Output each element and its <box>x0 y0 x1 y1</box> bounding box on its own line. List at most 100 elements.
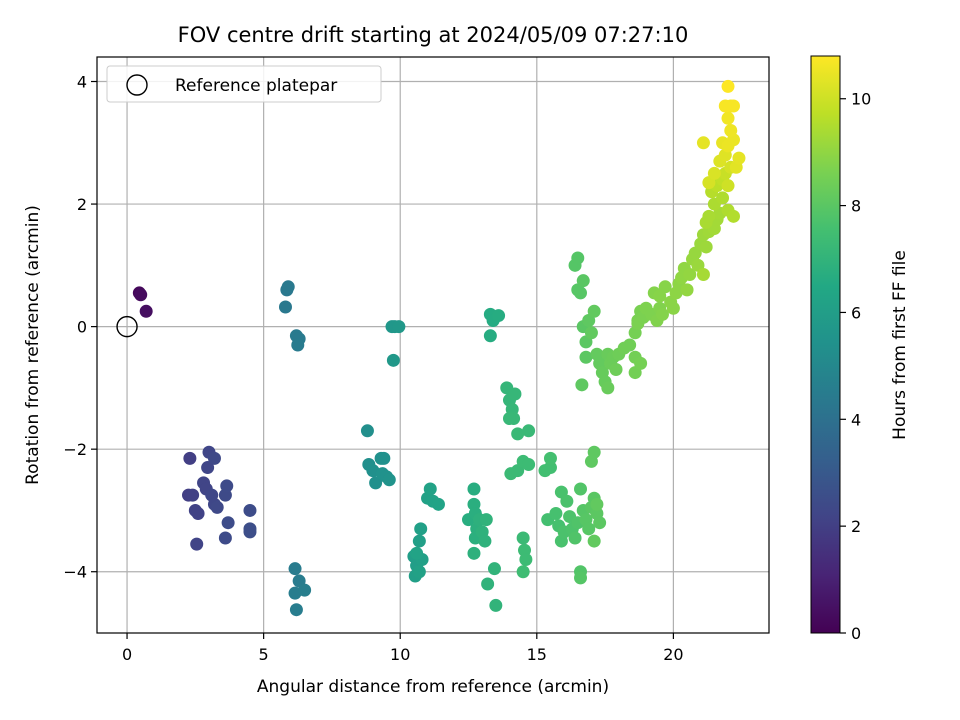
data-point <box>587 445 601 459</box>
data-point <box>288 562 302 576</box>
data-point <box>467 546 481 560</box>
data-point <box>489 598 503 612</box>
data-point <box>134 288 148 302</box>
data-point <box>655 307 669 321</box>
data-point <box>658 280 672 294</box>
data-point <box>221 516 235 530</box>
data-point <box>382 473 396 487</box>
data-point <box>360 424 374 438</box>
data-point <box>183 451 197 465</box>
colorbar-tick-label: 6 <box>851 303 861 322</box>
colorbar-label: Hours from first FF file <box>890 250 910 440</box>
x-tick-label: 20 <box>663 645 683 664</box>
data-point <box>243 503 257 517</box>
reference-point <box>116 315 138 338</box>
data-point <box>718 99 732 113</box>
data-point <box>590 497 604 511</box>
data-point <box>412 534 426 548</box>
x-tick-label: 10 <box>390 645 410 664</box>
data-point <box>584 326 598 340</box>
data-point <box>392 320 406 334</box>
data-point <box>601 381 615 395</box>
data-point <box>732 151 746 165</box>
data-point <box>587 304 601 318</box>
x-tick-label: 5 <box>259 645 269 664</box>
data-point <box>522 457 536 471</box>
data-point <box>696 268 710 282</box>
data-point <box>243 525 257 539</box>
data-point <box>543 451 557 465</box>
data-point <box>666 301 680 315</box>
data-point <box>369 476 383 490</box>
data-point <box>726 209 740 223</box>
data-point <box>543 461 557 475</box>
y-tick-label: 2 <box>77 195 87 214</box>
data-point <box>492 309 506 323</box>
data-point <box>587 534 601 548</box>
data-point <box>412 565 426 579</box>
data-point <box>190 537 204 551</box>
data-point <box>186 488 200 502</box>
y-tick-label: −2 <box>63 440 87 459</box>
data-point <box>191 507 205 521</box>
data-point <box>281 280 295 294</box>
legend-label-reference: Reference platepar <box>175 76 337 96</box>
data-point <box>568 531 582 545</box>
data-point <box>707 166 721 180</box>
data-point <box>278 300 292 314</box>
data-point <box>549 507 563 521</box>
data-point <box>377 451 391 465</box>
data-point <box>289 603 303 617</box>
y-tick-label: 0 <box>77 318 87 337</box>
data-point <box>582 522 596 536</box>
data-point <box>680 283 694 297</box>
colorbar-ticks: 0 2 4 6 8 10 <box>840 90 871 643</box>
data-point <box>467 482 481 496</box>
data-point <box>481 577 495 591</box>
y-axis-label: Rotation from reference (arcmin) <box>23 205 43 485</box>
data-point <box>414 522 428 536</box>
legend-box <box>106 65 382 103</box>
colorbar-tick-label: 0 <box>851 624 861 643</box>
data-point <box>386 353 400 367</box>
data-point <box>291 338 305 352</box>
data-point <box>634 356 648 370</box>
x-axis-label: Angular distance from reference (arcmin) <box>257 677 609 697</box>
data-point <box>683 268 697 282</box>
data-point <box>574 286 588 300</box>
x-tick-label: 0 <box>122 645 132 664</box>
reference-marker <box>116 315 138 338</box>
legend: Reference platepar <box>106 65 382 103</box>
data-point <box>487 562 501 576</box>
y-axis-ticks: −4 −2 0 2 4 <box>63 73 97 582</box>
data-point <box>508 387 522 401</box>
data-point <box>139 304 153 318</box>
data-point <box>479 513 493 527</box>
data-point <box>207 451 221 465</box>
data-point <box>699 240 713 254</box>
data-point <box>478 534 492 548</box>
data-point <box>571 251 585 265</box>
x-axis-ticks: 0 5 10 15 20 <box>122 633 684 664</box>
data-point <box>201 461 215 475</box>
legend-marker-reference <box>126 74 148 96</box>
data-point <box>576 274 590 288</box>
data-point <box>575 378 589 392</box>
data-point <box>298 583 312 597</box>
data-point <box>721 79 735 93</box>
data-point <box>696 136 710 150</box>
data-point <box>702 209 716 223</box>
data-point <box>410 546 424 560</box>
data-point <box>516 565 530 579</box>
data-point <box>431 497 445 511</box>
data-point <box>724 124 738 138</box>
colorbar-tick-label: 8 <box>851 197 861 216</box>
data-point <box>483 329 497 343</box>
x-tick-label: 15 <box>527 645 547 664</box>
data-point <box>716 191 730 205</box>
data-point <box>593 516 607 530</box>
data-point <box>609 363 623 377</box>
chart-title: FOV centre drift starting at 2024/05/09 … <box>178 23 689 47</box>
colorbar-tick-label: 2 <box>851 517 861 536</box>
